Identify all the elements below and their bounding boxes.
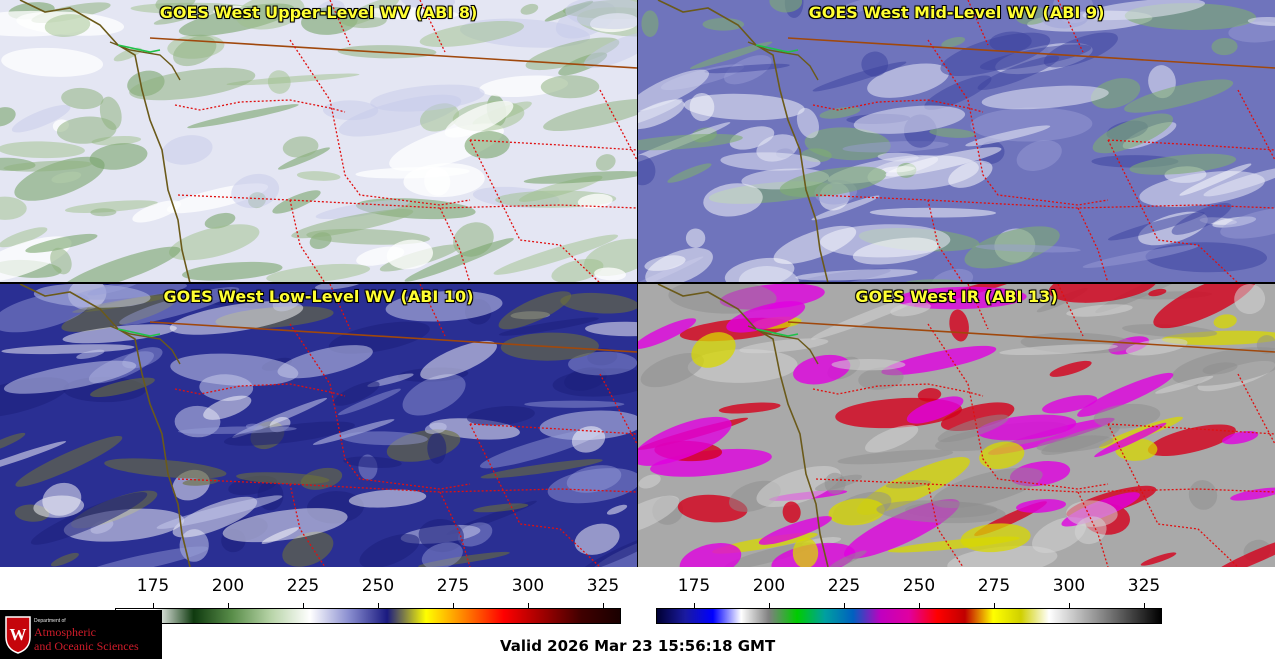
panel-title-ir: GOES West IR (ABI 13) xyxy=(855,287,1058,306)
colorbar-tick-label: 325 xyxy=(1127,576,1161,596)
svg-text:W: W xyxy=(10,625,27,644)
panel-title-upper-level-wv: GOES West Upper-Level WV (ABI 8) xyxy=(159,3,478,22)
colorbar-tick-mark xyxy=(994,603,995,608)
colorbar-wv: 175 200 225 250 275 300 325 xyxy=(0,567,637,627)
panel-upper-level-wv: GOES West Upper-Level WV (ABI 8) xyxy=(0,0,637,282)
colorbar-tick-mark xyxy=(769,603,770,608)
colorbar-tick-label: 275 xyxy=(436,576,470,596)
panel-title-low-level-wv: GOES West Low-Level WV (ABI 10) xyxy=(163,287,474,306)
colorbar-tick-label: 300 xyxy=(511,576,545,596)
panel-divider-horizontal xyxy=(0,282,1275,284)
colorbar-ir: 175 200 225 250 275 300 325 xyxy=(638,567,1275,627)
colorbar-tick-label: 275 xyxy=(977,576,1011,596)
colorbar-tick-label: 175 xyxy=(136,576,170,596)
colorbar-tick-mark xyxy=(1069,603,1070,608)
aos-logo: W Department of Atmospheric and Oceanic … xyxy=(0,610,162,659)
panel-title-mid-level-wv: GOES West Mid-Level WV (ABI 9) xyxy=(808,3,1105,22)
colorbar-tick-mark xyxy=(153,603,154,608)
colorbar-tick-mark xyxy=(919,603,920,608)
colorbar-tick-label: 200 xyxy=(211,576,245,596)
logo-line-2: and Oceanic Sciences xyxy=(34,639,139,653)
colorbar-tick-mark xyxy=(228,603,229,608)
colorbar-tick-label: 300 xyxy=(1052,576,1086,596)
colorbar-tick-label: 250 xyxy=(361,576,395,596)
colorbar-tick-mark xyxy=(528,603,529,608)
colorbar-tick-label: 225 xyxy=(827,576,861,596)
colorbar-tick-label: 200 xyxy=(752,576,786,596)
panel-mid-level-wv: GOES West Mid-Level WV (ABI 9) xyxy=(638,0,1275,282)
colorbar-tick-mark xyxy=(378,603,379,608)
colorbar-tick-mark xyxy=(303,603,304,608)
colorbar-tick-mark xyxy=(453,603,454,608)
colorbar-tick-label: 325 xyxy=(586,576,620,596)
logo-line-1: Atmospheric xyxy=(34,625,96,639)
colorbar-tick-label: 250 xyxy=(902,576,936,596)
valid-time: Valid 2026 Mar 23 15:56:18 GMT xyxy=(500,637,776,655)
colorbar-tick-mark xyxy=(694,603,695,608)
colorbar-tick-mark xyxy=(844,603,845,608)
colorbar-tick-mark xyxy=(1144,603,1145,608)
colorbar-ir-ramp xyxy=(656,608,1162,624)
uw-seal-icon: W xyxy=(5,616,31,654)
panel-low-level-wv: GOES West Low-Level WV (ABI 10) xyxy=(0,284,637,567)
colorbar-wv-ramp xyxy=(115,608,621,624)
colorbar-tick-label: 225 xyxy=(286,576,320,596)
satellite-image-mid-level-wv xyxy=(638,0,1275,282)
panel-ir: GOES West IR (ABI 13) xyxy=(638,284,1275,567)
satellite-image-low-level-wv xyxy=(0,284,637,567)
colorbar-tick-mark xyxy=(603,603,604,608)
colorbar-tick-label: 175 xyxy=(677,576,711,596)
logo-department-of: Department of xyxy=(34,618,66,624)
satellite-image-upper-level-wv xyxy=(0,0,637,282)
satellite-image-ir xyxy=(638,284,1275,567)
